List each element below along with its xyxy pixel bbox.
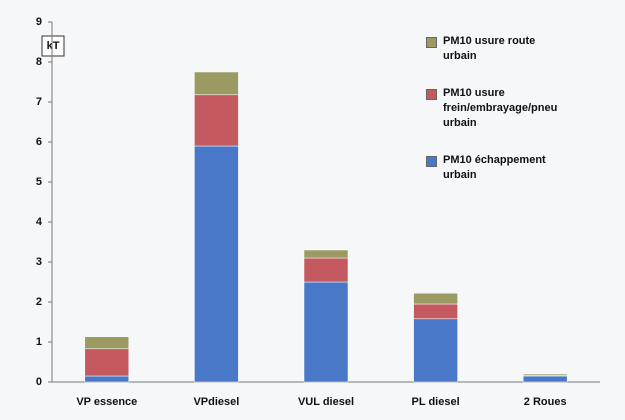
legend-label: PM10 usure route urbain (443, 35, 536, 62)
legend-entry: PM10 usure route urbain (426, 34, 586, 64)
y-tick-label: 4 (36, 216, 43, 228)
y-tick-label: 9 (36, 16, 42, 28)
legend-label: PM10 échappement urbain (443, 154, 546, 181)
y-tick-label: 5 (36, 176, 42, 188)
y-tick-label: 2 (36, 296, 42, 308)
bar-segment (303, 281, 349, 383)
x-tick-label: VUL diesel (298, 396, 354, 408)
y-tick-label: 1 (36, 336, 42, 348)
y-tick-label: 0 (36, 376, 42, 388)
y-axis-label: kT (47, 40, 60, 52)
legend-entry: PM10 échappement urbain (426, 153, 586, 183)
unit-box (41, 35, 65, 57)
bar-segment (194, 94, 239, 147)
bar-segment (194, 145, 239, 383)
bar-segment (413, 303, 458, 320)
bar-segment (303, 249, 349, 259)
x-tick-label: VP essence (76, 396, 137, 408)
bar-segment (303, 257, 349, 283)
y-tick-label: 7 (36, 96, 42, 108)
y-tick-label: 6 (36, 136, 42, 148)
legend-entry: PM10 usure frein/embrayage/pneu urbain (426, 86, 586, 131)
bar-segment (84, 336, 130, 350)
legend-swatch (426, 89, 437, 100)
y-tick-label: 3 (36, 256, 42, 268)
legend-swatch (426, 37, 437, 48)
legend-swatch (426, 156, 437, 167)
bar-segment (522, 375, 568, 383)
legend-label: PM10 usure frein/embrayage/pneu urbain (443, 87, 558, 129)
bar-segment (522, 373, 568, 376)
x-tick-label: 2 Roues (524, 396, 567, 408)
bar-segment (413, 292, 458, 305)
bar-segment (84, 375, 130, 383)
bar-segment (194, 71, 239, 96)
bar-segment (84, 348, 130, 377)
x-tick-label: PL diesel (412, 396, 460, 408)
legend: PM10 usure route urbain PM10 usure frein/… (426, 34, 586, 205)
y-tick-label: 8 (36, 56, 42, 68)
x-tick-label: VPdiesel (193, 396, 239, 408)
bar-segment (413, 318, 458, 383)
